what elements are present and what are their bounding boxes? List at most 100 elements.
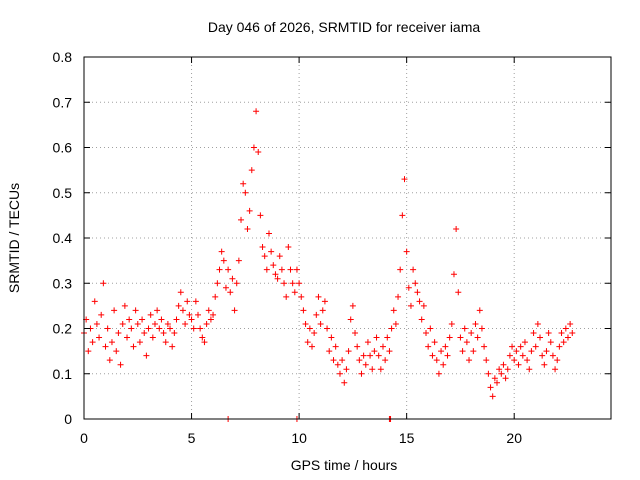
data-point bbox=[141, 330, 148, 337]
data-point bbox=[564, 334, 571, 341]
data-point bbox=[448, 320, 455, 327]
data-point bbox=[496, 366, 503, 373]
data-point bbox=[132, 307, 139, 314]
data-point bbox=[549, 352, 556, 359]
x-tick-label: 10 bbox=[291, 430, 307, 446]
data-point bbox=[515, 361, 522, 368]
data-point bbox=[306, 325, 313, 332]
data-point bbox=[117, 361, 124, 368]
data-point bbox=[569, 330, 576, 337]
data-point bbox=[341, 379, 348, 386]
data-point bbox=[104, 325, 111, 332]
data-point bbox=[315, 293, 322, 300]
data-point bbox=[567, 320, 574, 327]
data-point bbox=[281, 280, 288, 287]
data-point bbox=[399, 212, 406, 219]
data-point bbox=[291, 289, 298, 296]
data-point bbox=[263, 266, 270, 273]
data-point bbox=[289, 280, 296, 287]
data-point bbox=[276, 253, 283, 260]
data-point bbox=[425, 343, 432, 350]
data-point bbox=[435, 370, 442, 377]
data-point bbox=[201, 339, 208, 346]
data-point bbox=[283, 293, 290, 300]
data-point bbox=[324, 325, 331, 332]
data-point bbox=[414, 289, 421, 296]
data-point bbox=[552, 366, 559, 373]
data-point bbox=[143, 352, 150, 359]
data-point bbox=[248, 167, 255, 174]
data-point bbox=[511, 357, 518, 364]
data-point bbox=[139, 316, 146, 323]
data-point bbox=[403, 248, 410, 255]
data-point bbox=[311, 330, 318, 337]
data-point bbox=[171, 330, 178, 337]
data-point bbox=[524, 357, 531, 364]
data-point bbox=[167, 325, 174, 332]
data-point bbox=[334, 361, 341, 368]
data-point bbox=[192, 298, 199, 305]
data-point bbox=[203, 320, 210, 327]
data-point bbox=[268, 248, 275, 255]
data-point bbox=[197, 325, 204, 332]
data-point bbox=[100, 280, 107, 287]
data-point bbox=[89, 339, 96, 346]
data-point bbox=[93, 320, 100, 327]
data-point bbox=[270, 262, 277, 269]
data-point bbox=[560, 339, 567, 346]
data-series bbox=[81, 108, 576, 422]
data-point bbox=[463, 339, 470, 346]
data-point bbox=[493, 379, 500, 386]
data-point bbox=[470, 348, 477, 355]
data-point bbox=[444, 352, 451, 359]
data-point bbox=[440, 361, 447, 368]
data-point bbox=[369, 366, 376, 373]
data-point bbox=[562, 325, 569, 332]
data-point bbox=[474, 334, 481, 341]
x-tick-label: 20 bbox=[506, 430, 522, 446]
data-point bbox=[410, 266, 417, 273]
data-point bbox=[259, 244, 266, 251]
data-point bbox=[246, 207, 253, 214]
data-point bbox=[352, 330, 359, 337]
data-point bbox=[530, 330, 537, 337]
data-point bbox=[459, 348, 466, 355]
data-point bbox=[177, 289, 184, 296]
y-tick-label: 0 bbox=[64, 411, 72, 427]
data-point bbox=[429, 352, 436, 359]
data-point bbox=[119, 320, 126, 327]
data-point bbox=[509, 343, 516, 350]
data-point bbox=[450, 271, 457, 278]
data-point bbox=[240, 180, 247, 187]
data-point bbox=[483, 357, 490, 364]
y-tick-label: 0.7 bbox=[53, 94, 73, 110]
data-point bbox=[343, 366, 350, 373]
data-point bbox=[554, 357, 561, 364]
data-point bbox=[388, 325, 395, 332]
data-point bbox=[539, 352, 546, 359]
data-point bbox=[220, 257, 227, 264]
data-point bbox=[364, 339, 371, 346]
data-point bbox=[390, 307, 397, 314]
data-point bbox=[106, 357, 113, 364]
data-point bbox=[472, 320, 479, 327]
data-point bbox=[242, 189, 249, 196]
data-point bbox=[169, 343, 176, 350]
data-point bbox=[466, 357, 473, 364]
data-point bbox=[199, 334, 206, 341]
data-point bbox=[528, 348, 535, 355]
data-point bbox=[238, 216, 245, 223]
data-point bbox=[354, 343, 361, 350]
data-point bbox=[285, 244, 292, 251]
data-point bbox=[519, 352, 526, 359]
data-point bbox=[485, 370, 492, 377]
y-tick-label: 0.3 bbox=[53, 275, 73, 291]
data-point bbox=[255, 149, 262, 156]
data-point bbox=[420, 302, 427, 309]
data-point bbox=[162, 339, 169, 346]
data-point bbox=[347, 316, 354, 323]
data-point bbox=[156, 325, 163, 332]
data-point bbox=[513, 348, 520, 355]
data-point bbox=[195, 311, 202, 318]
data-point bbox=[545, 330, 552, 337]
